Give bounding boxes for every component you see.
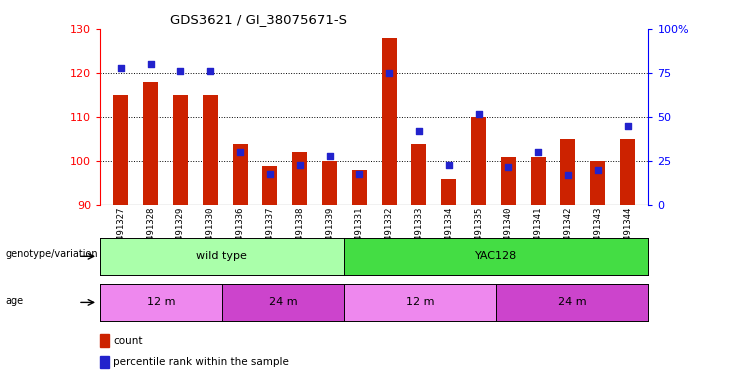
Bar (100, 334, 109, 347)
Text: 24 m: 24 m (558, 297, 587, 308)
Bar (382, 38, 396, 205)
Text: 12 m: 12 m (405, 297, 434, 308)
Point (502, 164, 514, 170)
Point (205, 68, 216, 74)
Text: 24 m: 24 m (268, 297, 297, 308)
Bar (173, 95, 188, 205)
Bar (143, 82, 158, 205)
Bar (471, 117, 486, 205)
Point (175, 68, 187, 74)
Bar (501, 157, 516, 205)
Point (413, 128, 425, 134)
Point (622, 123, 634, 129)
Bar (441, 179, 456, 205)
Point (293, 162, 305, 168)
Bar (113, 95, 128, 205)
Bar (531, 157, 545, 205)
Point (115, 65, 127, 71)
Text: genotype/variation: genotype/variation (5, 250, 98, 260)
Bar (262, 166, 277, 205)
Bar (322, 161, 337, 205)
Text: GDS3621 / GI_38075671-S: GDS3621 / GI_38075671-S (170, 13, 348, 26)
Point (592, 167, 604, 173)
Bar (292, 152, 308, 205)
Point (264, 170, 276, 177)
Text: percentile rank within the sample: percentile rank within the sample (113, 357, 289, 367)
Bar (411, 144, 426, 205)
Point (443, 162, 455, 168)
Point (383, 70, 395, 76)
Text: age: age (5, 296, 23, 306)
Text: 12 m: 12 m (147, 297, 175, 308)
Text: wild type: wild type (196, 251, 247, 262)
Bar (100, 356, 109, 368)
Point (144, 61, 156, 67)
Bar (620, 139, 635, 205)
Bar (591, 161, 605, 205)
Text: count: count (113, 336, 142, 346)
Bar (233, 144, 247, 205)
Bar (352, 170, 367, 205)
Point (324, 153, 336, 159)
Point (473, 111, 485, 117)
Point (234, 149, 246, 156)
Bar (560, 139, 575, 205)
Point (532, 149, 544, 156)
Text: YAC128: YAC128 (475, 251, 517, 262)
Bar (203, 95, 218, 205)
Point (353, 170, 365, 177)
Point (562, 172, 574, 179)
